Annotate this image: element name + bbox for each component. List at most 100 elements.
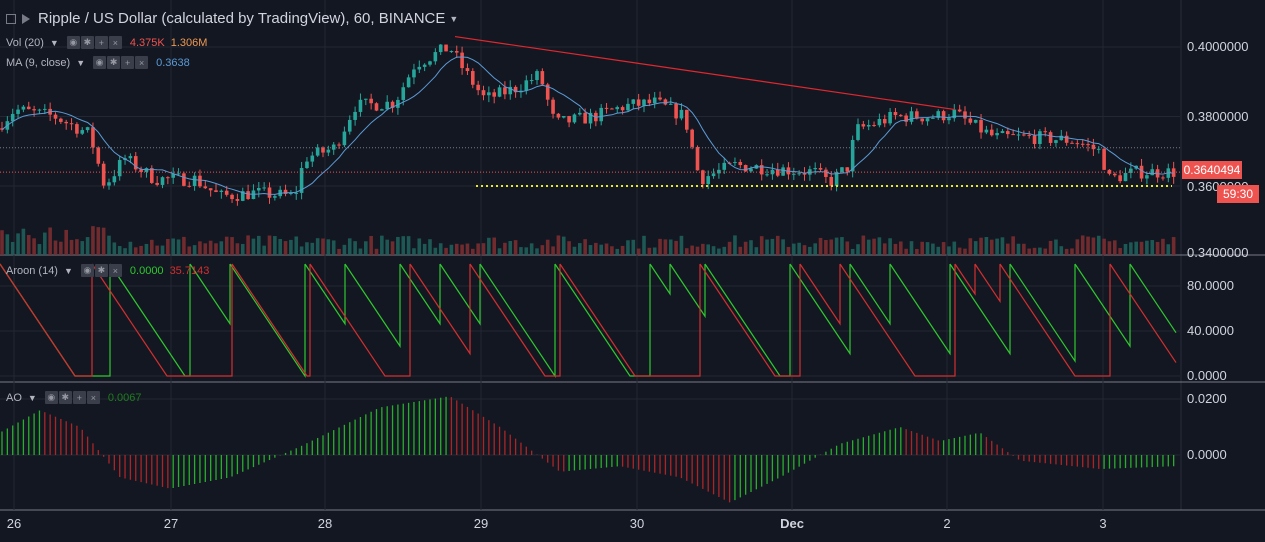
candle-body xyxy=(647,99,652,104)
plus-icon[interactable]: + xyxy=(94,36,108,49)
volume-bar xyxy=(203,243,208,255)
candle-body xyxy=(620,107,625,111)
candle-body xyxy=(1022,134,1026,136)
gear-icon[interactable]: ✱ xyxy=(107,56,121,69)
volume-bar xyxy=(1064,248,1069,255)
eye-icon[interactable]: ◉ xyxy=(93,56,107,69)
volume-bar xyxy=(289,239,293,255)
close-icon[interactable]: × xyxy=(108,36,122,49)
eye-icon[interactable]: ◉ xyxy=(44,391,58,404)
candle-body xyxy=(107,182,111,186)
eye-icon[interactable]: ◉ xyxy=(80,264,94,277)
plus-icon[interactable]: + xyxy=(121,56,135,69)
candle-body xyxy=(337,144,341,146)
ao-value: 0.0067 xyxy=(107,391,142,404)
candle-body xyxy=(21,106,26,110)
candle-body xyxy=(257,187,261,191)
candle-body xyxy=(112,176,117,183)
volume-bar xyxy=(535,248,539,255)
volume-bar xyxy=(1155,241,1160,255)
volume-bar xyxy=(749,240,753,255)
volume-bar xyxy=(53,240,58,255)
chevron-down-icon[interactable]: ▼ xyxy=(63,265,73,276)
volume-bar xyxy=(915,248,919,255)
volume-bar xyxy=(123,248,127,255)
vol-indicator-header[interactable]: Vol (20) ▼ ◉ ✱ + × 4.375K 1.306M xyxy=(6,36,213,49)
candle-body xyxy=(155,182,159,185)
candle-body xyxy=(492,92,496,97)
volume-bar xyxy=(428,239,432,255)
volume-bar xyxy=(941,242,946,255)
candle-body xyxy=(695,146,700,171)
candle-body xyxy=(37,109,42,111)
candle-body xyxy=(952,109,957,119)
volume-bar xyxy=(594,242,598,255)
volume-bar xyxy=(952,241,957,255)
volume-bar xyxy=(208,240,213,255)
chevron-down-icon[interactable]: ▼ xyxy=(449,13,459,24)
candle-body xyxy=(133,156,138,170)
volume-bar xyxy=(380,235,384,255)
candle-body xyxy=(893,111,898,116)
volume-bar xyxy=(438,243,443,255)
volume-bar xyxy=(235,243,240,255)
candle-body xyxy=(1139,165,1144,179)
gear-icon[interactable]: ✱ xyxy=(94,264,108,277)
volume-bar xyxy=(481,243,486,255)
candle-body xyxy=(460,52,464,69)
close-icon[interactable]: × xyxy=(86,391,100,404)
aroon-down-line xyxy=(0,263,1177,377)
candle-body xyxy=(604,107,609,109)
volume-bar xyxy=(1118,248,1122,255)
volume-bar xyxy=(1129,242,1133,255)
volume-bar xyxy=(471,248,475,255)
candle-body xyxy=(663,99,668,105)
candle-body xyxy=(856,124,860,140)
candle-body xyxy=(1011,134,1015,136)
volume-bar xyxy=(0,230,4,255)
flag-icon[interactable] xyxy=(22,13,30,24)
plus-icon[interactable]: + xyxy=(72,391,86,404)
candle-body xyxy=(396,99,400,108)
volume-bar xyxy=(150,239,154,255)
volume-bar xyxy=(866,239,871,255)
volume-bar xyxy=(80,241,85,255)
volume-bar xyxy=(278,239,282,255)
volume-bar xyxy=(674,240,678,255)
candle-body xyxy=(722,162,727,170)
candle-body xyxy=(567,116,571,123)
ao-indicator-header[interactable]: AO ▼ ◉ ✱ + × 0.0067 xyxy=(6,391,147,404)
volume-bar xyxy=(37,244,42,255)
volume-bar xyxy=(727,241,732,255)
chevron-down-icon[interactable]: ▼ xyxy=(27,392,37,403)
gear-icon[interactable]: ✱ xyxy=(80,36,94,49)
volume-bar xyxy=(1171,237,1176,255)
gear-icon[interactable]: ✱ xyxy=(58,391,72,404)
aroon-indicator-header[interactable]: Aroon (14) ▼ ◉ ✱ × 0.0000 35.7143 xyxy=(6,264,215,277)
candle-body xyxy=(866,124,871,127)
volume-bar xyxy=(1032,247,1037,255)
chart-title-bar[interactable]: Ripple / US Dollar (calculated by Tradin… xyxy=(6,10,458,27)
volume-bar xyxy=(187,246,192,255)
candle-body xyxy=(738,162,743,166)
volume-bar xyxy=(931,243,935,255)
chevron-down-icon[interactable]: ▼ xyxy=(49,37,59,48)
candle-body xyxy=(781,167,785,176)
eye-icon[interactable]: ◉ xyxy=(66,36,80,49)
candle-body xyxy=(845,167,850,172)
volume-bar xyxy=(792,243,796,255)
chevron-down-icon[interactable]: ▼ xyxy=(76,57,86,68)
candle-body xyxy=(481,90,486,96)
ma-indicator-header[interactable]: MA (9, close) ▼ ◉ ✱ + × 0.3638 xyxy=(6,56,196,69)
collapse-icon[interactable] xyxy=(6,13,16,24)
candle-body xyxy=(219,190,224,192)
candle-body xyxy=(888,111,892,124)
volume-bar xyxy=(1038,247,1042,255)
candle-body xyxy=(1091,144,1096,150)
close-icon[interactable]: × xyxy=(108,264,122,277)
volume-bar xyxy=(64,229,68,255)
volume-bar xyxy=(861,235,866,255)
volume-bar xyxy=(519,247,523,255)
close-icon[interactable]: × xyxy=(135,56,149,69)
